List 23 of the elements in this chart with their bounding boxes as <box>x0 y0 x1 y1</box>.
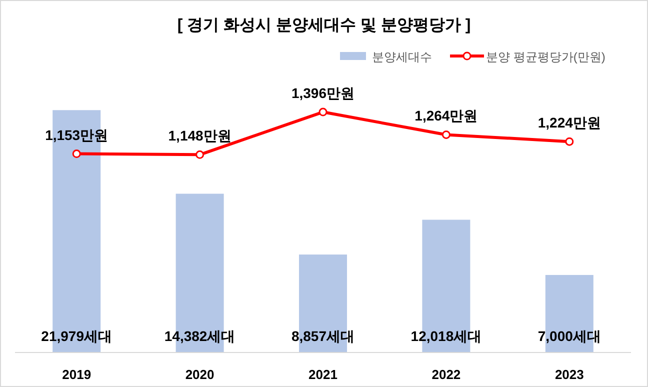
x-tick-label: 2020 <box>185 367 214 382</box>
legend-label: 분양 평균평당가(만원) <box>486 50 606 64</box>
chart-title: [ 경기 화성시 분양세대수 및 분양평당가 ] <box>177 17 471 34</box>
x-tick-label: 2022 <box>432 367 461 382</box>
data-label: 8,857세대 <box>291 328 355 344</box>
data-label: 1,224만원 <box>538 114 601 131</box>
data-label: 1,264만원 <box>414 108 478 124</box>
point <box>565 137 574 146</box>
data-label: 1,148만원 <box>168 128 232 144</box>
data-label: 1,153만원 <box>45 126 108 143</box>
data-label: 1,396만원 <box>291 85 355 102</box>
legend-label: 분양세대수 <box>372 50 432 64</box>
x-tick-label: 2019 <box>62 367 92 382</box>
data-label: 21,979세대 <box>41 328 112 344</box>
data-label: 14,382세대 <box>164 328 236 344</box>
point <box>72 150 81 158</box>
x-tick-label: 2021 <box>308 367 338 382</box>
data-label: 12,018세대 <box>410 328 482 344</box>
point <box>196 150 204 159</box>
point <box>442 130 450 139</box>
x-tick-label: 2023 <box>554 367 584 382</box>
point <box>318 108 328 116</box>
data-label: 7,000세대 <box>538 328 601 344</box>
